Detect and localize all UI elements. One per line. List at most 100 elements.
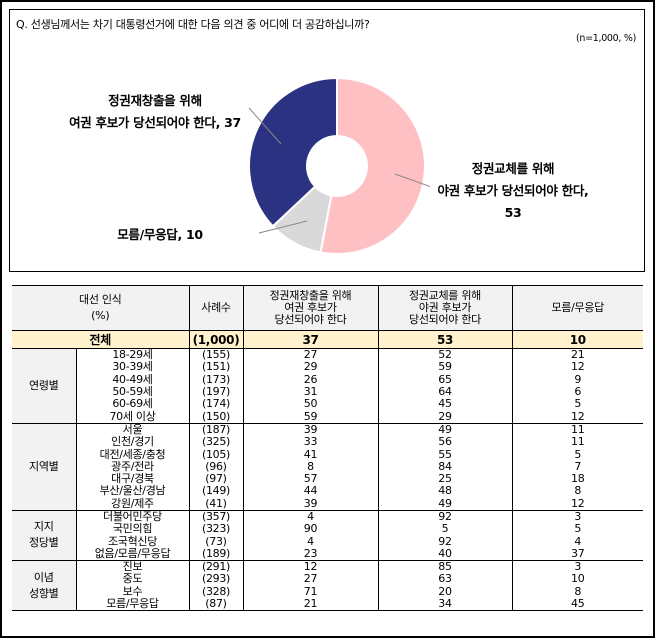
value-cell-c1: 27: [242, 348, 378, 362]
table-row: 대전/세종/충청 (105) 41 55 5: [12, 448, 643, 461]
value-cell-c3: 12: [511, 361, 643, 374]
header-text: 야권 후보가: [418, 301, 472, 314]
group-label: 지지 정당별: [12, 510, 76, 562]
value-cell-c2: 56: [377, 436, 512, 449]
value-cell-c3: 7: [511, 460, 643, 473]
header-text: 정권재창출을 위해: [269, 289, 352, 302]
value-cell-c1: 59: [242, 410, 378, 424]
value-cell-c3: 8: [511, 485, 643, 498]
value-cell-c3: 11: [511, 436, 643, 449]
leader-line-b: [394, 173, 430, 188]
sample-size: (187): [188, 423, 243, 437]
value-cell-c2: 92: [377, 510, 512, 524]
row-label: 강원/제주: [75, 497, 189, 511]
row-label: 진보: [75, 560, 189, 574]
value-cell-c2: 55: [377, 448, 512, 461]
sample-size: (149): [188, 485, 243, 498]
value-cell-c1: 57: [242, 472, 378, 486]
row-label: 조국혁신당: [75, 535, 189, 548]
value-cell-c2: 5: [377, 523, 512, 536]
value-cell-c2: 25: [377, 472, 512, 486]
row-label: 인천/경기: [75, 436, 189, 449]
value-cell-c2: 40: [377, 547, 512, 562]
table-header-row: 대선 인식 (%) 사례수 정권재창출을 위해 여권 후보가 당선되어야 한다 …: [12, 285, 643, 331]
row-label: 30-39세: [75, 361, 189, 374]
value-cell-c1: 39: [242, 497, 378, 511]
value-cell-c3: 4: [511, 535, 643, 548]
value-cell-c3: 11: [511, 423, 643, 437]
label-line: 정권교체를 위해: [471, 161, 555, 176]
sample-size: (293): [188, 573, 243, 586]
table-row: 없음/모름/무응답 (189) 23 40 37: [12, 547, 643, 562]
row-label: 없음/모름/무응답: [75, 547, 189, 562]
value-cell-c1: 33: [242, 436, 378, 449]
table-row: 조국혁신당 (73) 4 92 4: [12, 535, 643, 548]
group-label-text: 이념: [33, 570, 54, 584]
slice-incumbent: [248, 76, 338, 228]
header-category: 대선 인식 (%): [12, 285, 189, 331]
sample-size: (41): [188, 497, 243, 511]
value-cell-c3: 37: [511, 547, 643, 562]
label-line: 모름/무응답, 10: [117, 227, 203, 242]
sample-size: (96): [188, 460, 243, 473]
value-cell-c2: 92: [377, 535, 512, 548]
group-label-text: 지역별: [29, 459, 59, 473]
group-label-text: 성향별: [29, 586, 59, 600]
row-label: 부산/울산/경남: [75, 485, 189, 498]
value-cell-c3: 5: [511, 448, 643, 461]
value-cell-c3: 10: [511, 573, 643, 586]
value-cell-c3: 5: [511, 398, 643, 411]
sample-size: (174): [188, 398, 243, 411]
value-cell-c1: 31: [242, 385, 378, 399]
table-row: 국민의힘 (323) 90 5 5: [12, 523, 643, 536]
row-label: 40-49세: [75, 373, 189, 386]
header-text: 여권 후보가: [284, 301, 337, 314]
label-line: 야권 후보가 당선되어야 한다,: [437, 183, 589, 198]
value-cell-c3: 12: [511, 410, 643, 424]
value-cell-c1: 41: [242, 448, 378, 461]
sample-size: (291): [188, 560, 243, 574]
row-label: 더불어민주당: [75, 510, 189, 524]
value-cell-c3: 8: [511, 585, 643, 598]
value-cell-c3: 3: [511, 560, 643, 574]
header-n: 사례수: [188, 285, 243, 331]
value-cell-c3: 21: [511, 348, 643, 362]
sample-size: (323): [188, 523, 243, 536]
header-incumbent: 정권재창출을 위해 여권 후보가 당선되어야 한다: [242, 285, 378, 331]
leader-line-a: [248, 107, 282, 145]
value-cell-c2: 64: [377, 385, 512, 399]
value-cell-c3: 45: [511, 598, 643, 612]
value-cell-c1: 26: [242, 373, 378, 386]
value-cell-c3: 12: [511, 497, 643, 511]
crosstab-table: 대선 인식 (%) 사례수 정권재창출을 위해 여권 후보가 당선되어야 한다 …: [12, 285, 643, 612]
group-label-text: 연령별: [29, 378, 59, 392]
header-opposition: 정권교체를 위해 야권 후보가 당선되어야 한다: [377, 285, 512, 331]
total-n: (1,000): [188, 330, 243, 349]
value-cell-c1: 44: [242, 485, 378, 498]
sample-size: (155): [188, 348, 243, 362]
value-cell-c1: 12: [242, 560, 378, 574]
table-row: 강원/제주 (41) 39 49 12: [12, 497, 643, 511]
row-label: 서울: [75, 423, 189, 437]
value-cell-c3: 18: [511, 472, 643, 486]
total-row: 전체 (1,000) 37 53 10: [12, 330, 643, 349]
value-cell-c2: 49: [377, 423, 512, 437]
header-text: 당선되어야 한다: [274, 313, 347, 326]
value-cell-c2: 59: [377, 361, 512, 374]
slice-label-dontknow: 모름/무응답, 10: [100, 224, 220, 246]
value-cell-c2: 20: [377, 585, 512, 598]
table-row: 대구/경북 (97) 57 25 18: [12, 472, 643, 486]
value-cell-c2: 29: [377, 410, 512, 424]
total-c3: 10: [511, 330, 643, 349]
value-cell-c1: 27: [242, 573, 378, 586]
sample-size: (325): [188, 436, 243, 449]
value-cell-c1: 21: [242, 598, 378, 612]
row-label: 광주/전라: [75, 460, 189, 473]
sample-size: (189): [188, 547, 243, 562]
table-row: 중도 (293) 27 63 10: [12, 573, 643, 586]
group-label: 연령별: [12, 348, 76, 424]
table-row: 지지 정당별 더불어민주당 (357) 4 92 3: [12, 510, 643, 562]
row-label: 50-59세: [75, 385, 189, 399]
sample-note: (n=1,000, %): [575, 33, 636, 44]
table-row: 부산/울산/경남 (149) 44 48 8: [12, 485, 643, 498]
